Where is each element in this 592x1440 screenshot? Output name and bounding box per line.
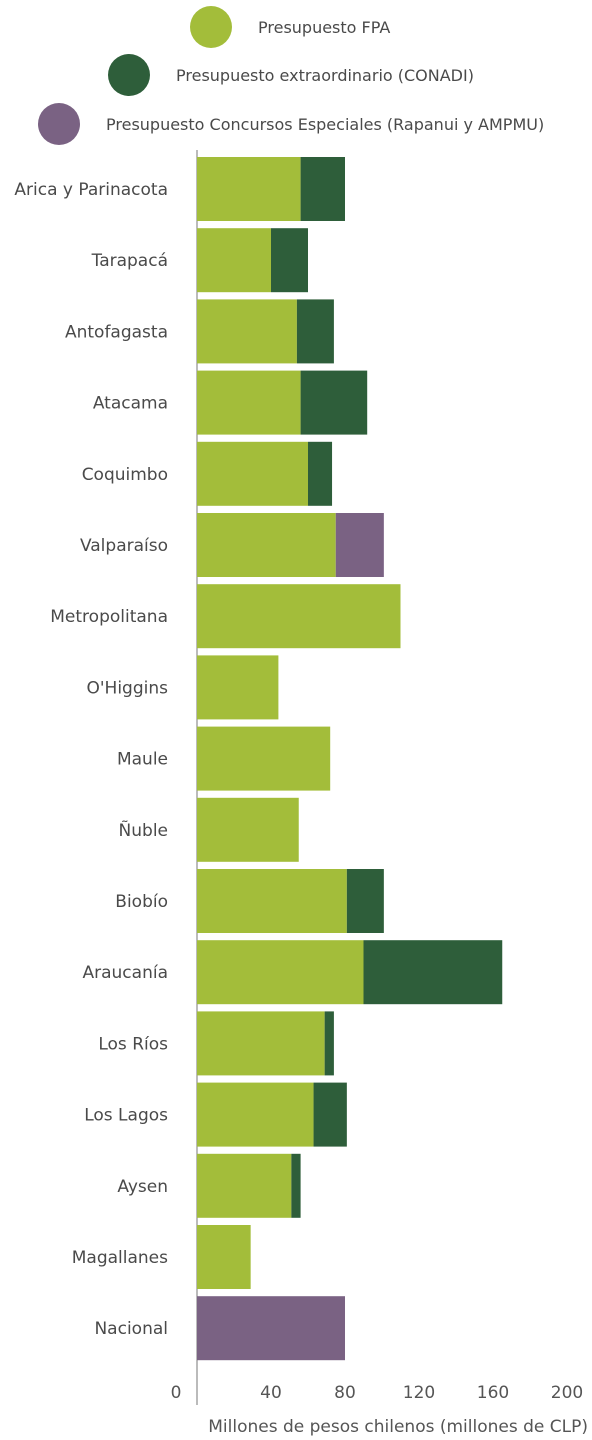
legend-swatch-presupuesto-extraordinario-conadi [108, 54, 150, 96]
bar-nacional-presupuesto-concursos-especiales-rapanui-y-ampmu [197, 1296, 345, 1361]
legend-label-presupuesto-concursos-especiales-rapanui-y-ampmu: Presupuesto Concursos Especiales (Rapanu… [106, 115, 544, 134]
category-label-arica-y-parinacota: Arica y Parinacota [14, 180, 168, 200]
bar-valparaiso-presupuesto-fpa [197, 513, 336, 577]
category-label-aysen: Aysen [117, 1177, 168, 1197]
x-tick-160: 160 [477, 1383, 509, 1403]
category-label-maule: Maule [117, 750, 168, 770]
category-label-los-lagos: Los Lagos [84, 1106, 168, 1126]
legend: Presupuesto FPA Presupuesto extraordinari… [38, 6, 544, 145]
bar-los-rios-presupuesto-extraordinario-conadi [324, 1011, 334, 1076]
bars-group [197, 157, 503, 1361]
legend-label-presupuesto-extraordinario-conadi: Presupuesto extraordinario (CONADI) [176, 66, 474, 85]
x-axis-title: Millones de pesos chilenos (millones de … [208, 1417, 588, 1437]
bar-coquimbo-presupuesto-fpa [197, 441, 308, 506]
legend-swatch-presupuesto-fpa [190, 6, 232, 48]
legend-label-presupuesto-fpa: Presupuesto FPA [258, 18, 390, 37]
bar-atacama-presupuesto-extraordinario-conadi [300, 370, 368, 435]
category-label-tarapaca: Tarapacá [91, 251, 168, 271]
category-label-biobio: Biobío [115, 892, 168, 912]
category-label-o-higgins: O'Higgins [87, 678, 169, 698]
bar-arica-y-parinacota-presupuesto-fpa [197, 157, 301, 221]
bar-araucania-presupuesto-fpa [197, 940, 364, 1005]
bar-nuble-presupuesto-fpa [197, 797, 299, 862]
category-label-valparaiso: Valparaíso [80, 536, 168, 556]
category-label-los-rios: Los Ríos [98, 1034, 168, 1054]
category-label-antofagasta: Antofagasta [65, 322, 168, 342]
bar-los-rios-presupuesto-fpa [197, 1011, 325, 1076]
bar-aysen-presupuesto-fpa [197, 1153, 292, 1218]
bar-arica-y-parinacota-presupuesto-extraordinario-conadi [300, 157, 345, 221]
category-labels: Arica y Parinacota Tarapacá Antofagasta Ata… [14, 180, 168, 1339]
x-tick-labels: 0 40 80 120 160 200 [171, 1383, 584, 1403]
x-tick-120: 120 [403, 1383, 435, 1403]
bar-maule-presupuesto-fpa [197, 726, 331, 791]
bar-los-lagos-presupuesto-fpa [197, 1082, 314, 1147]
x-tick-80: 80 [334, 1383, 356, 1403]
category-label-coquimbo: Coquimbo [82, 465, 168, 485]
bar-magallanes-presupuesto-fpa [197, 1225, 251, 1289]
category-label-magallanes: Magallanes [72, 1248, 168, 1268]
bar-tarapaca-presupuesto-fpa [197, 228, 271, 293]
category-label-araucania: Araucanía [83, 963, 169, 983]
category-label-metropolitana: Metropolitana [50, 607, 168, 627]
x-tick-200: 200 [551, 1383, 583, 1403]
bar-biobio-presupuesto-extraordinario-conadi [346, 869, 384, 933]
bar-antofagasta-presupuesto-extraordinario-conadi [296, 299, 334, 364]
bar-antofagasta-presupuesto-fpa [197, 299, 297, 364]
bar-araucania-presupuesto-extraordinario-conadi [363, 940, 503, 1005]
bar-o-higgins-presupuesto-fpa [197, 655, 279, 720]
x-tick-0: 0 [171, 1383, 182, 1403]
legend-swatch-presupuesto-concursos-especiales-rapanui-y-ampmu [38, 103, 80, 145]
bar-coquimbo-presupuesto-extraordinario-conadi [308, 441, 333, 506]
bar-atacama-presupuesto-fpa [197, 370, 301, 435]
bar-aysen-presupuesto-extraordinario-conadi [291, 1153, 301, 1218]
x-tick-40: 40 [260, 1383, 282, 1403]
bar-biobio-presupuesto-fpa [197, 869, 347, 933]
bar-metropolitana-presupuesto-fpa [197, 584, 401, 649]
bar-los-lagos-presupuesto-extraordinario-conadi [313, 1082, 347, 1147]
bar-valparaiso-presupuesto-concursos-especiales-rapanui-y-ampmu [335, 513, 384, 577]
category-label-nuble: Ñuble [119, 819, 168, 841]
category-label-nacional: Nacional [94, 1319, 168, 1339]
category-label-atacama: Atacama [93, 394, 168, 414]
bar-tarapaca-presupuesto-extraordinario-conadi [271, 228, 308, 293]
